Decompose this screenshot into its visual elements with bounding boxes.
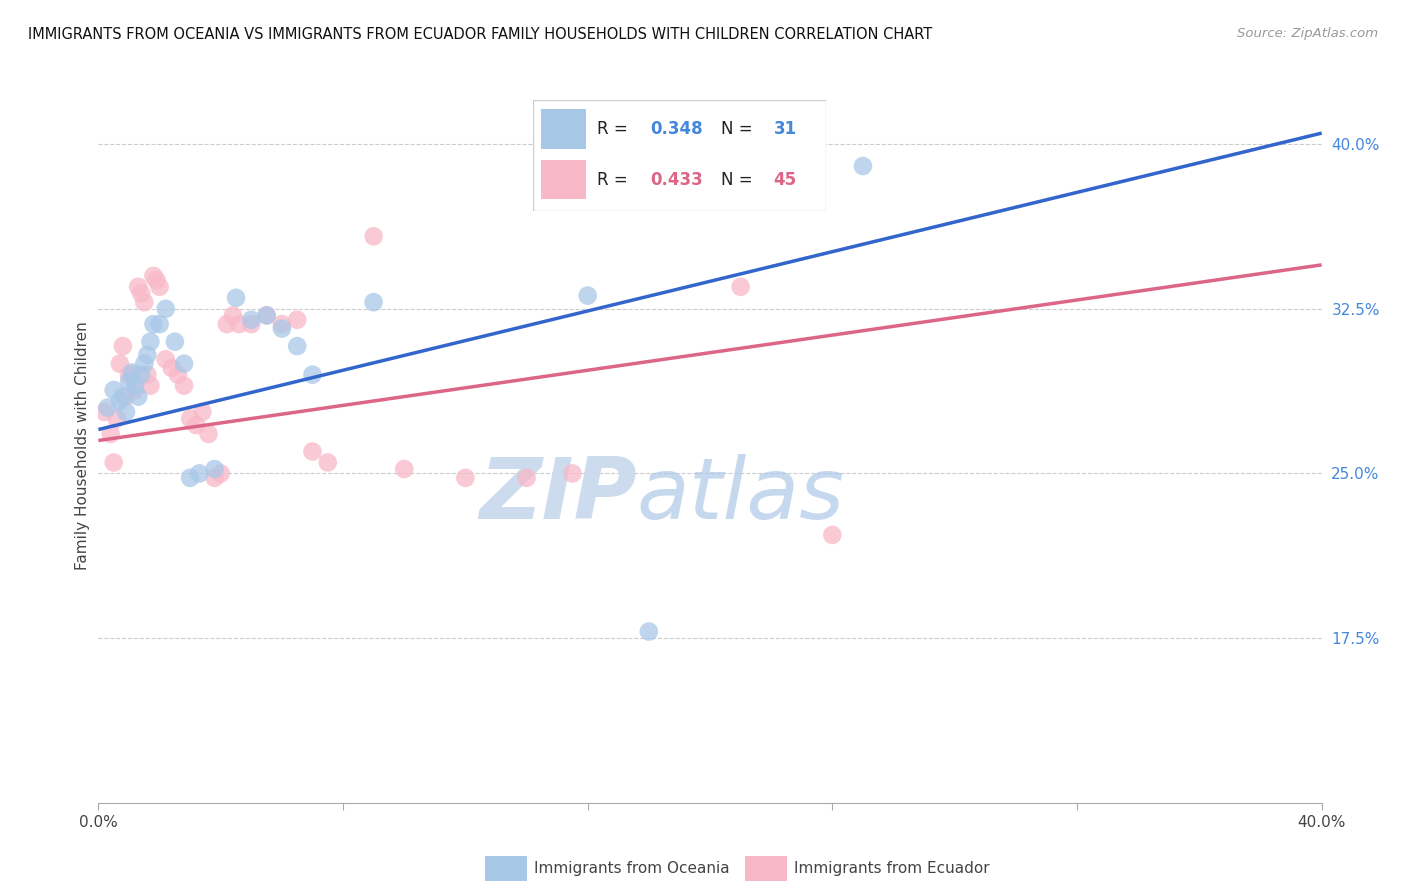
Point — [228, 317, 250, 331]
Text: IMMIGRANTS FROM OCEANIA VS IMMIGRANTS FROM ECUADOR FAMILY HOUSEHOLDS WITH CHILDR: IMMIGRANTS FROM OCEANIA VS IMMIGRANTS FR… — [28, 27, 932, 42]
Point — [225, 291, 247, 305]
Point — [285, 339, 308, 353]
Point — [576, 288, 599, 302]
Point — [240, 317, 263, 331]
Point — [129, 368, 152, 382]
Point — [730, 280, 752, 294]
Point — [363, 229, 385, 244]
Point — [561, 467, 583, 481]
Point — [363, 295, 385, 310]
Point — [852, 159, 875, 173]
Point — [139, 378, 162, 392]
Point — [118, 374, 141, 388]
Point — [191, 405, 214, 419]
Point — [637, 624, 661, 639]
Point — [256, 309, 278, 323]
Point — [301, 444, 323, 458]
Point — [139, 334, 162, 349]
Point — [821, 528, 844, 542]
Point — [160, 361, 183, 376]
Point — [129, 286, 152, 301]
Point — [134, 295, 156, 310]
Point — [186, 418, 208, 433]
Point — [134, 357, 156, 371]
Text: ZIP: ZIP — [479, 454, 637, 538]
Point — [127, 280, 149, 294]
Point — [121, 368, 143, 382]
Point — [240, 312, 263, 326]
Point — [256, 309, 278, 323]
Point — [100, 426, 122, 441]
Point — [222, 309, 245, 323]
Point — [93, 405, 115, 419]
Point — [179, 471, 201, 485]
Point — [155, 301, 177, 316]
Point — [136, 368, 159, 382]
Text: Source: ZipAtlas.com: Source: ZipAtlas.com — [1237, 27, 1378, 40]
Point — [173, 357, 195, 371]
Point — [285, 312, 308, 326]
Point — [215, 317, 238, 331]
Point — [516, 471, 538, 485]
Point — [173, 378, 195, 392]
Text: Immigrants from Ecuador: Immigrants from Ecuador — [794, 862, 990, 876]
Text: Immigrants from Oceania: Immigrants from Oceania — [534, 862, 730, 876]
Point — [204, 471, 226, 485]
Point — [592, 148, 614, 162]
Point — [127, 390, 149, 404]
Point — [142, 268, 165, 283]
Point — [124, 378, 146, 392]
Point — [124, 383, 146, 397]
Point — [103, 383, 125, 397]
Point — [149, 317, 172, 331]
Point — [145, 273, 167, 287]
Point — [209, 467, 232, 481]
Point — [118, 368, 141, 382]
Point — [204, 462, 226, 476]
Point — [115, 390, 138, 404]
Point — [270, 317, 292, 331]
Point — [136, 348, 159, 362]
Point — [103, 455, 125, 469]
Point — [108, 357, 131, 371]
Point — [301, 368, 323, 382]
Point — [167, 368, 190, 382]
Point — [142, 317, 165, 331]
Point — [97, 401, 120, 415]
Point — [197, 426, 219, 441]
Point — [121, 366, 143, 380]
Point — [179, 411, 201, 425]
Point — [270, 321, 292, 335]
Point — [108, 394, 131, 409]
Text: atlas: atlas — [637, 454, 845, 538]
Point — [316, 455, 339, 469]
Point — [163, 334, 186, 349]
Point — [115, 405, 138, 419]
Point — [111, 390, 134, 404]
Y-axis label: Family Households with Children: Family Households with Children — [75, 322, 90, 570]
Point — [105, 411, 128, 425]
Point — [188, 467, 211, 481]
Point — [155, 352, 177, 367]
Point — [392, 462, 416, 476]
Point — [454, 471, 477, 485]
Point — [111, 339, 134, 353]
Point — [149, 280, 172, 294]
